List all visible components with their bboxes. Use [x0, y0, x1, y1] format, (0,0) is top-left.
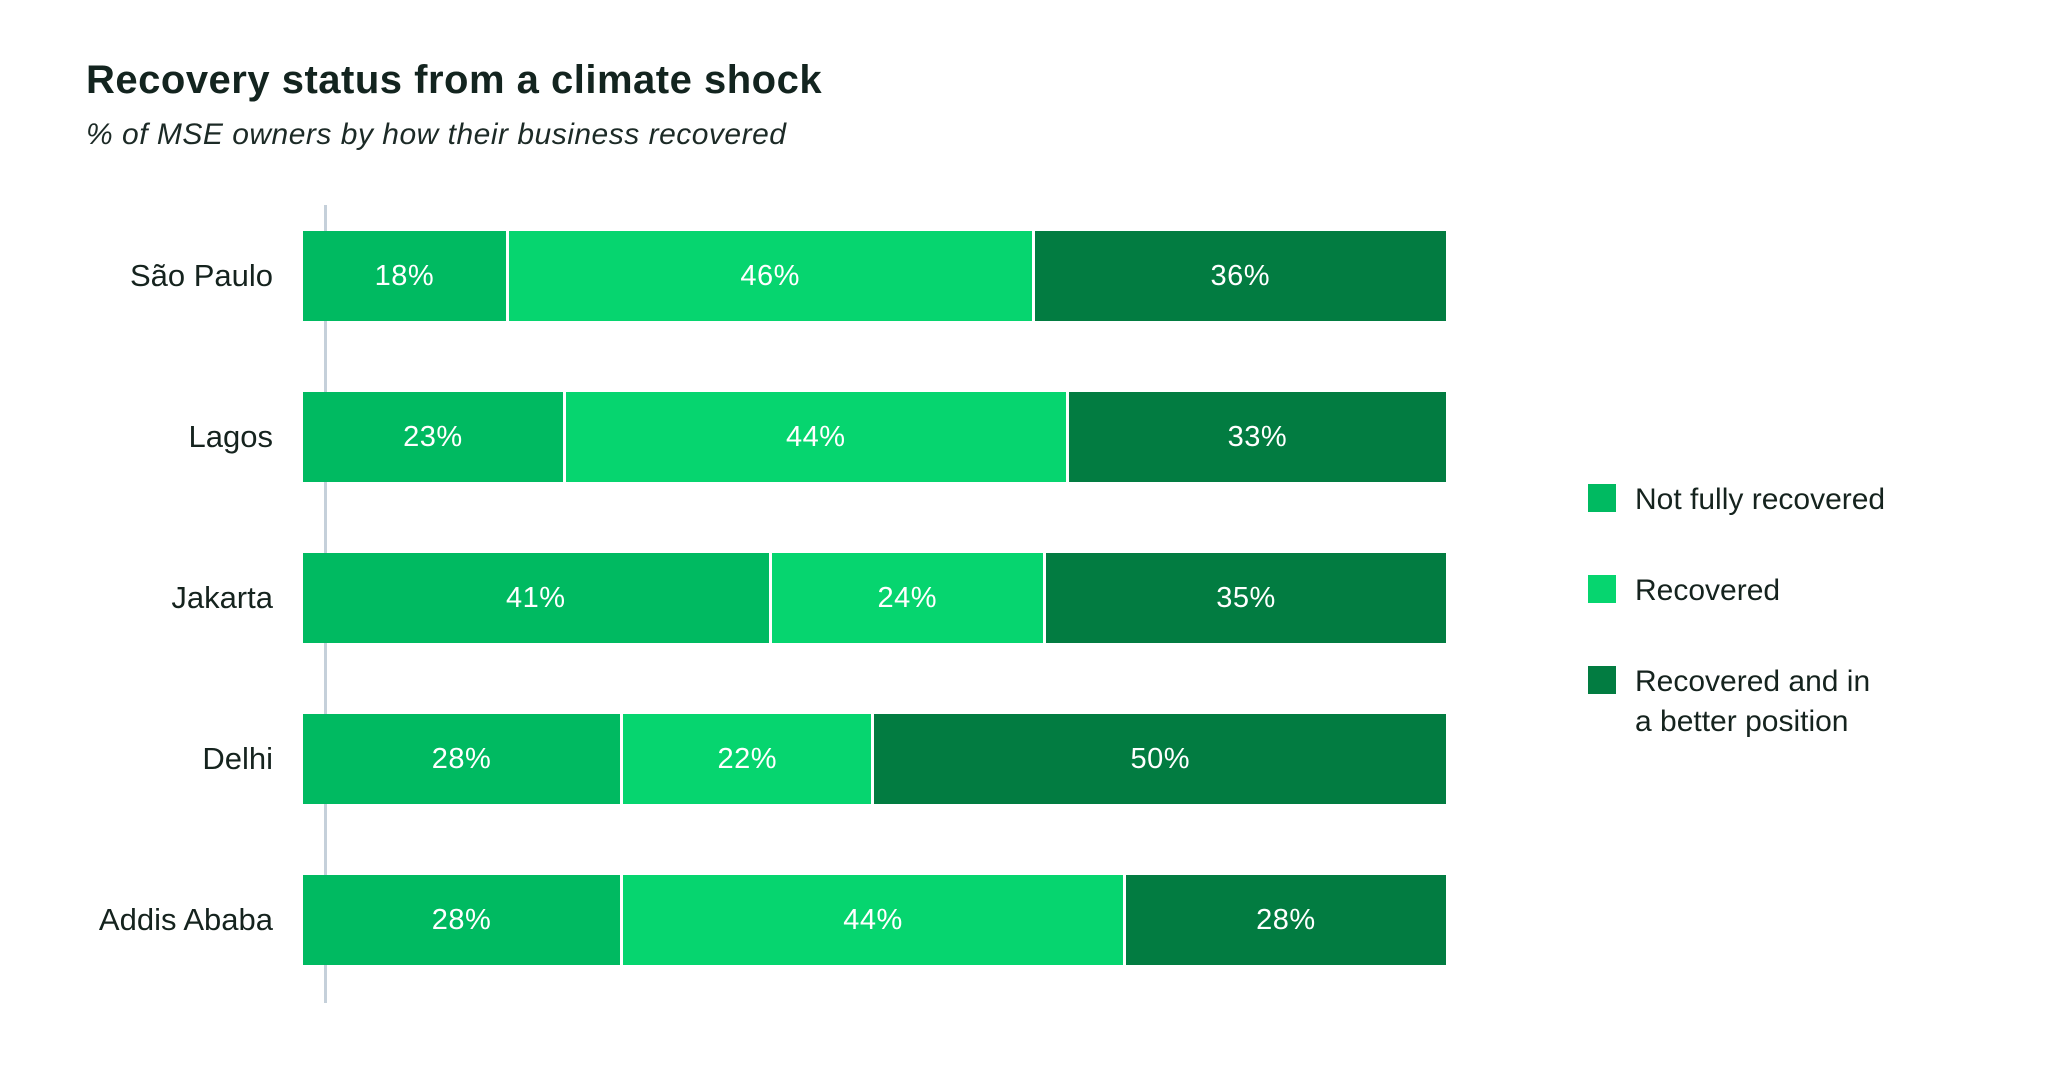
category-label: Lagos — [188, 419, 273, 454]
bar-row: Lagos 23% 44% 33% — [0, 392, 1470, 482]
bar-rows: São Paulo 18% 46% 36% Lagos 23% 44% 33% Jakarta 4… — [0, 231, 1470, 965]
bar-row: Addis Ababa 28% 44% 28% — [0, 875, 1470, 965]
bar-segment-value: 33% — [1227, 420, 1288, 453]
bar-segment-value: 50% — [1130, 742, 1190, 775]
stacked-bar: 41% 24% 35% — [303, 553, 1446, 643]
stacked-bar: 28% 22% 50% — [303, 714, 1446, 804]
legend-swatch — [1588, 575, 1616, 603]
bar-segment-value: 18% — [374, 259, 435, 292]
bar-segment: 41% — [303, 553, 772, 643]
bar-segment: 35% — [1045, 553, 1446, 643]
stacked-bar: 18% 46% 36% — [303, 231, 1446, 321]
bar-row: São Paulo 18% 46% 36% — [0, 231, 1470, 321]
bar-segment-value: 41% — [506, 581, 566, 614]
legend-label: Recovered — [1635, 574, 1781, 607]
bar-segment: 46% — [508, 231, 1035, 321]
category-label: Delhi — [202, 741, 273, 776]
bar-segment-value: 35% — [1216, 581, 1276, 614]
bar-segment: 22% — [623, 714, 875, 804]
bar-row: Jakarta 41% 24% 35% — [0, 553, 1470, 643]
legend-label: Not fully recovered — [1635, 483, 1886, 516]
bar-segment: 28% — [303, 875, 624, 965]
legend-label: Recovered and in a better position — [1635, 665, 1871, 738]
bar-segment-value: 24% — [877, 581, 938, 614]
bar-segment-value: 23% — [403, 420, 463, 453]
bar-segment: 50% — [874, 714, 1446, 804]
stacked-bar: 28% 44% 28% — [303, 875, 1446, 965]
bar-segment: 23% — [303, 392, 566, 482]
stacked-bar: 23% 44% 33% — [303, 392, 1446, 482]
bar-segment: 36% — [1034, 231, 1446, 321]
chart-title: Recovery status from a climate shock — [86, 58, 823, 102]
bar-segment-value: 28% — [431, 742, 492, 775]
legend-item: Recovered — [1588, 571, 2018, 611]
legend: Not fully recovered Recovered Recovered an… — [1588, 480, 2018, 793]
bar-segment: 44% — [623, 875, 1126, 965]
bar-segment: 44% — [565, 392, 1069, 482]
category-label: Jakarta — [171, 580, 273, 615]
bar-row: Delhi 28% 22% 50% — [0, 714, 1470, 804]
bar-segment: 28% — [303, 714, 624, 804]
bar-segment-value: 22% — [717, 742, 778, 775]
legend-swatch — [1588, 484, 1616, 512]
chart-subtitle: % of MSE owners by how their business re… — [86, 118, 787, 151]
legend-item: Recovered and in a better position — [1588, 662, 2018, 742]
legend-swatch — [1588, 666, 1616, 694]
bar-segment: 18% — [303, 231, 509, 321]
bar-segment-value: 28% — [431, 903, 492, 936]
bar-segment: 33% — [1068, 392, 1446, 482]
plot-area: São Paulo 18% 46% 36% Lagos 23% 44% 33% Jakarta 4… — [0, 205, 1470, 1003]
legend-item: Not fully recovered — [1588, 480, 2018, 520]
bar-segment-value: 44% — [786, 420, 846, 453]
category-label: Addis Ababa — [98, 902, 273, 937]
bar-segment-value: 28% — [1256, 903, 1316, 936]
bar-segment-value: 44% — [843, 903, 903, 936]
bar-segment: 24% — [771, 553, 1046, 643]
bar-segment: 28% — [1125, 875, 1446, 965]
category-label: São Paulo — [129, 258, 273, 293]
bar-segment-value: 36% — [1210, 259, 1270, 292]
bar-segment-value: 46% — [740, 259, 800, 292]
